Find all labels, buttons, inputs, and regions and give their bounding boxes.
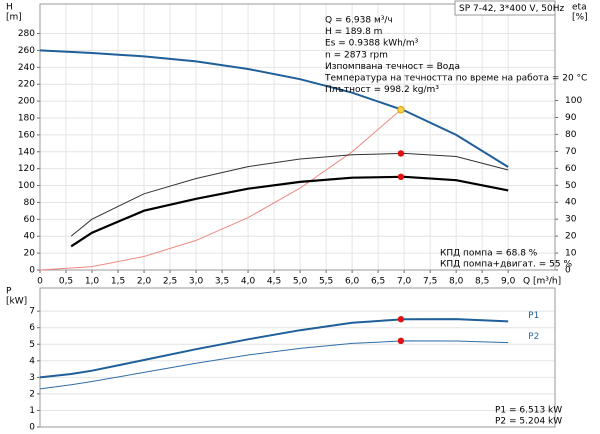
y-tick-label: 180: [18, 114, 35, 124]
info-line: Изпомпвана течност = Вода: [325, 62, 460, 72]
curve: [70, 152, 509, 237]
x-tick-label: 4,0: [241, 277, 256, 287]
y-axis-label: P: [6, 287, 12, 297]
x-tick-label: 5,0: [293, 277, 308, 287]
y-axis-unit: [m]: [6, 13, 22, 23]
y2-tick-label: 90: [565, 113, 577, 123]
y-tick-label: 280: [18, 29, 35, 39]
info-line: Es = 0.9388 kWh/m³: [325, 39, 419, 49]
duty-point: [397, 316, 405, 323]
info-line: Температура на течността по време на раб…: [324, 74, 587, 84]
x-tick-label: 1,5: [111, 277, 125, 287]
note: P2 = 5.204 kW: [495, 417, 562, 427]
y-tick-label: 240: [18, 63, 35, 73]
note: P1 = 6.513 kW: [495, 406, 562, 416]
y2-tick-label: 50: [565, 181, 577, 191]
info-line: H = 189.8 m: [325, 27, 382, 37]
x-tick-label: 6,0: [345, 277, 360, 287]
y2-tick-label: 80: [565, 130, 577, 140]
x-tick-label: 5,5: [319, 277, 333, 287]
y2-tick-label: 30: [565, 215, 577, 225]
x-axis-label: Q [m³/h]: [523, 277, 561, 287]
curve: [39, 109, 402, 271]
y-tick-label: 80: [24, 198, 36, 208]
duty-point: [397, 337, 405, 345]
x-tick-label: 8,0: [449, 277, 464, 287]
x-tick-label: 3,0: [189, 277, 204, 287]
x-tick-label: 3,5: [215, 277, 229, 287]
x-tick-label: 7,5: [423, 277, 437, 287]
title-box: [454, 0, 556, 16]
y-tick-label: 20: [24, 249, 36, 259]
info-line: n = 2873 rpm: [325, 50, 388, 60]
info-line: Q = 6.938 м³/ч: [325, 16, 393, 26]
curve: [39, 49, 509, 168]
duty-point: [397, 150, 405, 157]
y-tick-label: 0: [29, 266, 35, 276]
y-tick-label: 4: [29, 356, 35, 366]
y2-axis-label: eta: [572, 3, 587, 13]
x-tick-label: 0: [37, 277, 43, 287]
note: КПД помпа = 68.8 %: [440, 249, 538, 259]
plot-frame: [39, 287, 556, 428]
duty-point: [397, 173, 405, 181]
y-tick-label: 220: [18, 80, 35, 90]
y-tick-label: 2: [29, 389, 35, 399]
x-tick-label: 2,5: [163, 277, 177, 287]
y-tick-label: 1: [29, 406, 35, 416]
y2-tick-label: 60: [565, 164, 577, 174]
y2-tick-label: 20: [565, 232, 577, 242]
y-tick-label: 40: [24, 232, 36, 242]
x-tick-label: 7,0: [397, 277, 412, 287]
curve: [39, 340, 509, 390]
info-line: Плътност = 998.2 kg/m³: [325, 85, 439, 95]
x-tick-label: 1,0: [85, 277, 100, 287]
curve: [70, 175, 509, 248]
chart-title: SP 7-42, 3*400 V, 50Hz: [459, 4, 565, 14]
y-tick-label: 200: [18, 97, 35, 107]
x-tick-label: 6,5: [371, 277, 385, 287]
x-tick-label: 8,5: [475, 277, 489, 287]
curve-label: P1: [528, 311, 539, 321]
curve: [39, 318, 509, 379]
y-tick-label: 260: [18, 46, 35, 56]
y-tick-label: 0: [29, 423, 35, 433]
y-tick-label: 120: [18, 164, 35, 174]
y-tick-label: 6: [29, 323, 35, 333]
duty-point: [397, 106, 405, 114]
note: КПД помпа+двигат. = 55 %: [440, 260, 572, 270]
x-tick-label: 2,0: [137, 277, 152, 287]
y2-axis-unit: [%]: [572, 13, 588, 23]
curve-label: P2: [528, 332, 539, 342]
y2-tick-label: 10: [565, 249, 577, 259]
y-tick-label: 3: [29, 373, 35, 383]
y-tick-label: 140: [18, 147, 35, 157]
y2-tick-label: 100: [565, 96, 582, 106]
y2-tick-label: 70: [565, 147, 577, 157]
y-tick-label: 7: [29, 307, 35, 317]
y-tick-label: 5: [29, 340, 35, 350]
x-tick-label: 0,5: [59, 277, 73, 287]
y2-tick-label: 40: [565, 198, 577, 208]
y-axis-label: H: [6, 3, 13, 13]
y-tick-label: 160: [18, 130, 35, 140]
y-tick-label: 100: [18, 181, 35, 191]
plot-frame: [39, 3, 556, 271]
y-tick-label: 60: [24, 215, 36, 225]
y2-tick-label: 0: [565, 266, 571, 276]
x-tick-label: 9,0: [501, 277, 516, 287]
x-tick-label: 4,5: [267, 277, 281, 287]
y-axis-unit: [kW]: [6, 297, 27, 307]
